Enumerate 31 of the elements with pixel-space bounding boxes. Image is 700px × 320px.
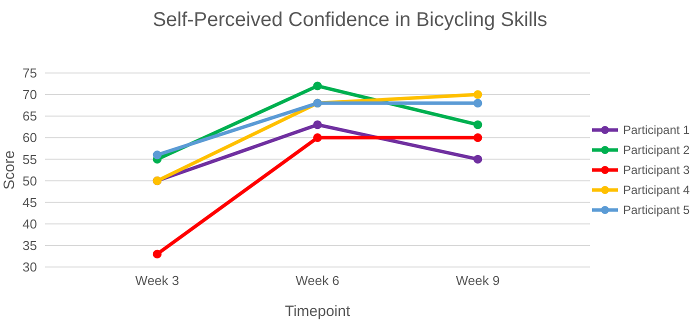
point — [152, 150, 162, 160]
point — [313, 133, 322, 142]
chart-title: Self-Perceived Confidence in Bicycling Skills — [152, 9, 548, 31]
y-tick-label: 50 — [22, 173, 37, 188]
legend-label: Participant 3 — [623, 163, 690, 178]
y-tick-label: 40 — [22, 216, 37, 232]
legend-label: Participant 1 — [623, 123, 690, 138]
y-tick-label: 75 — [22, 66, 37, 81]
y-tick-label: 65 — [22, 108, 37, 124]
point — [152, 250, 162, 258]
x-tick-label: Week 6 — [296, 273, 340, 288]
y-tick-label: 70 — [22, 87, 37, 102]
y-tick-label: 55 — [22, 152, 37, 167]
point — [473, 154, 482, 164]
legend-label: Participant 5 — [623, 203, 690, 218]
point — [473, 133, 482, 142]
point — [313, 120, 322, 130]
y-tick-label: 35 — [22, 238, 37, 253]
legend-label: Participant 2 — [623, 143, 690, 158]
y-axis-title: Score — [1, 150, 18, 190]
point — [313, 82, 322, 90]
x-axis-title: Timepoint — [284, 303, 351, 320]
y-tick-label: 60 — [22, 130, 37, 146]
y-tick-label: 30 — [22, 260, 37, 275]
x-tick-label: Week 9 — [456, 273, 500, 288]
legend-label: Participant 4 — [623, 183, 690, 198]
x-tick-label: Week 3 — [135, 273, 180, 288]
point — [473, 90, 482, 99]
point — [473, 120, 482, 130]
y-tick-label: 45 — [22, 194, 37, 210]
point — [473, 98, 482, 108]
